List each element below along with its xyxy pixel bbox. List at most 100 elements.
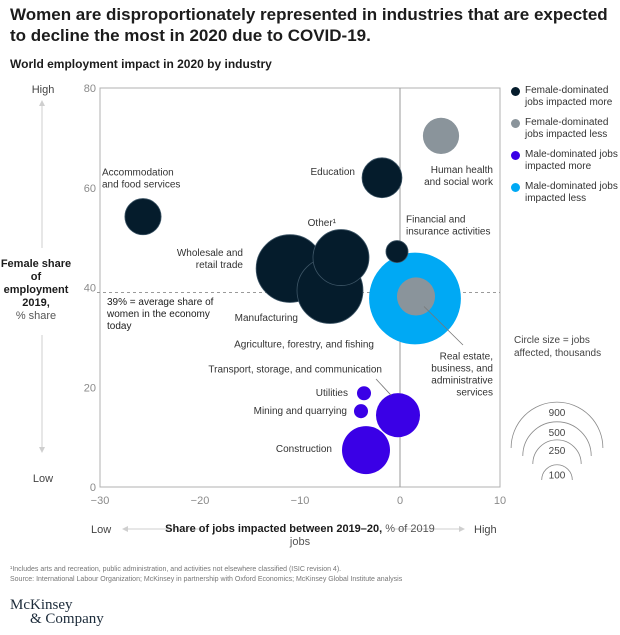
plot-frame	[99, 87, 501, 488]
size-legend-value: 500	[549, 428, 566, 439]
bubble-utilities	[356, 386, 372, 401]
size-legend-title: Circle size = jobs affected, thousands	[514, 335, 602, 359]
y-arrow-down-icon	[39, 447, 45, 453]
size-legend-arc	[532, 439, 582, 465]
x-high-label: High	[474, 524, 497, 536]
bubble-labels: Accommodation and food services Education H…	[102, 165, 494, 455]
x-low-label: Low	[91, 524, 111, 536]
size-legend-value: 250	[549, 446, 566, 457]
bubble-label-line: administrative	[431, 375, 493, 386]
legend-item-female-more: Female-dominated jobs impacted more	[511, 85, 619, 109]
legend-dot-icon	[511, 151, 520, 160]
size-legend-value: 900	[549, 408, 566, 419]
bubble-mining-and-quarrying	[353, 404, 369, 419]
bubble-label: Agriculture, forestry, and fishing	[234, 339, 374, 350]
bubble-label-line: Agriculture, forestry, and fishing	[234, 339, 374, 350]
y-tick-label: 0	[90, 482, 96, 494]
bubble-label: Other¹	[308, 218, 337, 229]
bubble-label: Financial and insurance activities	[406, 215, 490, 238]
bubble-education	[361, 157, 403, 199]
legend-label: Female-dominated jobs impacted more	[525, 85, 613, 108]
bubble-label-line: Wholesale and	[177, 248, 243, 259]
leader-lines	[375, 306, 464, 396]
x-axis-title: Share of jobs impacted between 2019–20, …	[160, 523, 440, 549]
bubble-label-line: Manufacturing	[235, 313, 298, 324]
legend-dot-icon	[511, 183, 520, 192]
y-axis-title-main: Female share of employment 2019,	[0, 258, 72, 309]
x-tick-label: 10	[494, 495, 506, 507]
y-tick-label: 20	[84, 382, 96, 394]
x-axis-title-unit: % of 2019 jobs	[289, 523, 435, 548]
y-tick-label: 60	[84, 183, 96, 195]
y-low-label: Low	[33, 473, 53, 485]
leader-line-transport	[375, 378, 392, 396]
bubble-label-line: business, and	[431, 363, 493, 374]
bubble-label-line: and social work	[424, 177, 494, 188]
bubble-label-line: Mining and quarrying	[254, 406, 347, 417]
bubble-chart: 0 20 40 60 80 −30 −20 −10 0 10 Accommodation and f…	[32, 83, 604, 536]
bubble-label: Manufacturing	[235, 313, 298, 324]
bubble-human-health-and-social-work	[422, 117, 460, 154]
bubble-label: Transport, storage, and communication	[208, 364, 382, 375]
bubble-label: Construction	[276, 444, 332, 455]
x-arrow-right-icon	[459, 526, 465, 532]
x-tick-label: 0	[397, 495, 403, 507]
bubble-label-line: services	[456, 387, 493, 398]
size-legend: 900 500 250 100	[510, 401, 604, 482]
tick-labels: 0 20 40 60 80 −30 −20 −10 0 10	[84, 83, 506, 507]
bubble-label: Real estate, business, and administrative s…	[431, 351, 493, 398]
leader-line-real-estate	[423, 306, 464, 346]
y-axis-title: Female share of employment 2019, % share	[0, 258, 72, 323]
bubble-label: Mining and quarrying	[254, 406, 347, 417]
x-tick-label: −20	[191, 495, 210, 507]
y-high-label: High	[32, 84, 55, 96]
x-tick-label: −10	[291, 495, 310, 507]
bubble-accommodation-and-food-services	[124, 198, 162, 236]
bubble-other	[312, 229, 370, 286]
bubble-label-line: and food services	[102, 179, 180, 190]
legend-label: Female-dominated jobs impacted less	[525, 117, 609, 140]
size-legend-arc	[510, 401, 604, 449]
chart-subtitle: World employment impact in 2020 by indus…	[10, 57, 272, 71]
legend-item-male-more: Male-dominated jobs impacted more	[511, 149, 619, 173]
color-legend: Female-dominated jobs impacted more Fema…	[511, 85, 619, 213]
x-arrow-left-icon	[122, 526, 128, 532]
size-legend-arc	[522, 421, 592, 457]
y-arrow-up-icon	[39, 100, 45, 106]
size-legend-value: 100	[549, 471, 566, 482]
bubble-label-line: Education	[311, 167, 355, 178]
bubble-label: Human health and social work	[424, 165, 494, 188]
bubble-label-line: Human health	[431, 165, 493, 176]
bubble-label-line: Other¹	[308, 218, 337, 229]
size-legend-arc	[541, 464, 573, 481]
bubble-construction	[342, 426, 390, 475]
bubble-label: Education	[311, 167, 355, 178]
y-axis-title-unit: % share	[15, 310, 57, 322]
footnote-text: ¹Includes arts and recreation, public ad…	[10, 566, 342, 573]
axis-arrows: High Low Low High	[32, 84, 497, 536]
bubble-label-line: Utilities	[316, 388, 348, 399]
legend-label: Male-dominated jobs impacted more	[525, 149, 618, 172]
bubble-real-estate-business-and-administrative-services	[396, 277, 436, 316]
logo-line-1: McKinsey	[10, 597, 73, 613]
logo-line-2: & Company	[30, 611, 104, 627]
bubble-label-line: Real estate,	[440, 351, 493, 362]
bubble-financial-and-insurance-activities	[385, 240, 409, 264]
average-note: 39% = average share of women in the econ…	[107, 297, 214, 332]
y-tick-label: 40	[84, 283, 96, 295]
bubble-label-line: Financial and	[406, 215, 465, 226]
y-tick-label: 80	[84, 83, 96, 95]
bubble-label-line: Accommodation	[102, 167, 174, 178]
bubble-label-line: Construction	[276, 444, 332, 455]
legend-dot-icon	[511, 87, 520, 96]
bubble-label-line: retail trade	[196, 260, 244, 271]
bubble-label-line: insurance activities	[406, 227, 490, 238]
bubble-label-line: Transport, storage, and communication	[208, 364, 382, 375]
chart-title: Women are disproportionately represented…	[10, 5, 608, 45]
x-tick-label: −30	[91, 495, 110, 507]
bubble-transport-storage-and-communication	[375, 393, 421, 438]
legend-dot-icon	[511, 119, 520, 128]
bubble-label: Accommodation and food services	[102, 167, 180, 190]
x-axis-title-main: Share of jobs impacted between 2019–20,	[165, 523, 383, 535]
source-text: Source: International Labour Organizatio…	[10, 576, 403, 583]
